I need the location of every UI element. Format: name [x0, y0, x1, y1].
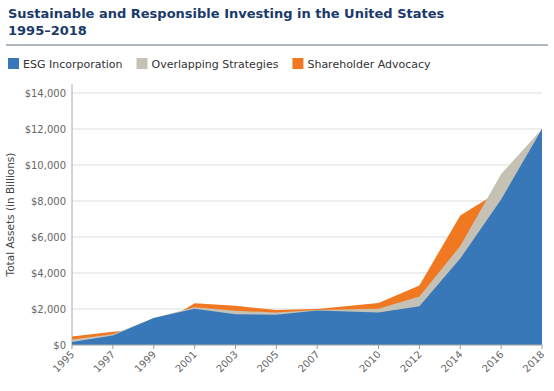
- legend: ESG Incorporation Overlapping Strategies S…: [8, 58, 431, 71]
- x-tick: [501, 345, 502, 349]
- y-tick-label: $0: [53, 340, 66, 351]
- x-tick-label: 2001: [173, 349, 199, 375]
- grid-line: [72, 129, 542, 130]
- legend-label: ESG Incorporation: [23, 58, 123, 71]
- y-axis: $0 $2,000 $4,000 $6,000 $8,000 $10,000 $12,000…: [25, 84, 72, 351]
- y-tick-label: $4,000: [31, 268, 66, 279]
- x-tick-label: 2007: [296, 349, 322, 375]
- areas: [72, 129, 542, 345]
- y-tick-label: $2,000: [31, 304, 66, 315]
- legend-swatch: [8, 58, 19, 69]
- x-tick-label: 1999: [132, 349, 158, 375]
- y-axis-line: [72, 84, 73, 345]
- area: [72, 129, 542, 345]
- x-tick: [194, 345, 195, 349]
- x-tick: [317, 345, 318, 349]
- grid-line: [72, 93, 542, 94]
- x-tick-label: 2016: [480, 349, 506, 375]
- x-axis: 1995 1997 1999 2001 2003 2005 2007 2010 2012 2014…: [51, 345, 547, 374]
- x-tick: [153, 345, 154, 349]
- y-tick-label: $8,000: [31, 196, 66, 207]
- x-tick: [276, 345, 277, 349]
- x-tick-label: 1995: [51, 349, 77, 375]
- y-tick-label: $14,000: [25, 88, 66, 99]
- grid: [72, 93, 542, 345]
- x-tick-label: 1997: [92, 349, 118, 375]
- legend-swatch: [292, 58, 303, 69]
- y-tick-label: $12,000: [25, 124, 66, 135]
- x-tick-label: 2003: [214, 349, 240, 375]
- legend-label: Shareholder Advocacy: [307, 58, 431, 71]
- separator: [6, 45, 548, 46]
- x-tick: [235, 345, 236, 349]
- x-axis-line: [72, 345, 542, 346]
- area: [72, 129, 542, 345]
- area: [72, 129, 542, 345]
- x-tick-label: 2005: [255, 349, 281, 375]
- x-tick: [72, 345, 73, 349]
- x-tick: [419, 345, 420, 349]
- legend-label: Overlapping Strategies: [152, 58, 279, 71]
- x-tick: [460, 345, 461, 349]
- y-axis-label: Total Assets (in Billions): [4, 153, 16, 278]
- y-tick-label: $6,000: [31, 232, 66, 243]
- x-tick-label: 2018: [521, 349, 547, 375]
- grid-line: [72, 201, 542, 202]
- x-tick: [378, 345, 379, 349]
- x-tick-label: 2010: [357, 349, 383, 375]
- grid-line: [72, 165, 542, 166]
- subtitle: 1995–2018: [8, 23, 87, 38]
- title: Sustainable and Responsible Investing in…: [8, 6, 445, 21]
- grid-line: [72, 345, 542, 346]
- x-tick: [112, 345, 113, 349]
- chart: Sustainable and Responsible Investing in…: [0, 0, 554, 391]
- legend-swatch: [137, 58, 148, 69]
- x-tick-label: 2014: [439, 349, 465, 375]
- x-tick: [542, 345, 543, 349]
- y-tick-label: $10,000: [25, 160, 66, 171]
- x-tick-label: 2012: [398, 349, 424, 375]
